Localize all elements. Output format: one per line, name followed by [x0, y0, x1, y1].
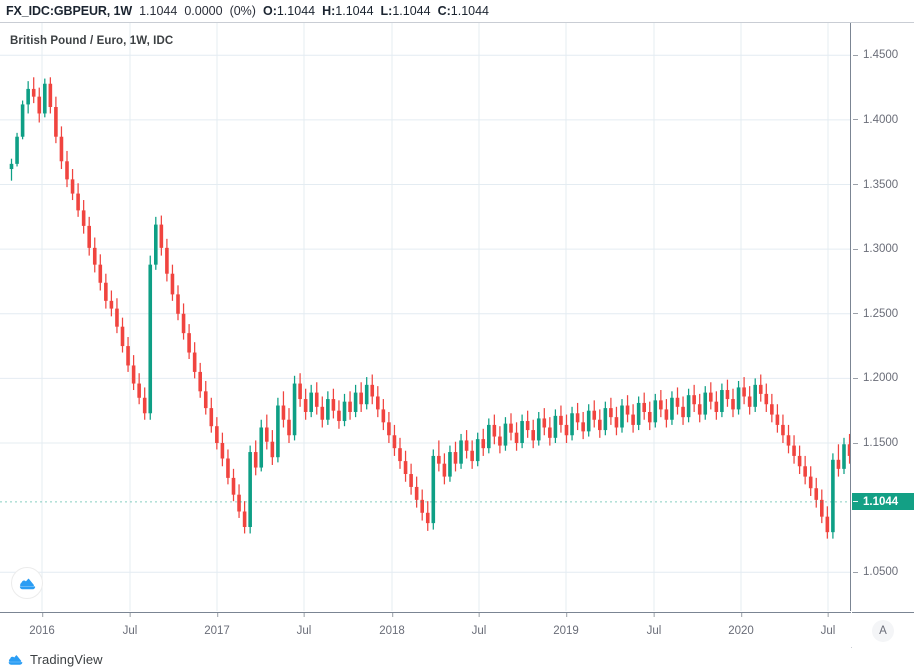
time-axis-tick-label: 2020 — [728, 625, 754, 637]
tick-mark-icon — [392, 613, 393, 617]
chart-frame: British Pound / Euro, 1W, IDC 1.4500 1.40… — [0, 22, 914, 648]
tradingview-logo-icon — [7, 651, 24, 668]
tick-mark-icon — [653, 613, 655, 617]
time-axis-tick-label: 2017 — [204, 625, 230, 637]
time-axis-tick: Jul — [296, 613, 312, 637]
candlestick-series — [9, 77, 850, 539]
close-label: C: — [437, 4, 451, 18]
tick-dash-icon — [853, 571, 858, 573]
price-change-percent: (0%) — [229, 4, 256, 18]
time-axis-tick-label: Jul — [296, 625, 312, 637]
time-axis-tick: Jul — [122, 613, 138, 637]
tick-dash-icon — [853, 377, 858, 379]
time-axis-tick: Jul — [471, 613, 487, 637]
tick-dash-icon — [853, 54, 858, 56]
current-price-badge-label: 1.1044 — [863, 495, 899, 508]
price-axis-tick-label: 1.1500 — [863, 437, 899, 449]
current-price-badge[interactable]: 1.1044 — [852, 493, 914, 511]
price-axis-tick: 1.3000 — [852, 241, 914, 257]
price-axis-tick: 1.1500 — [852, 435, 914, 451]
chart-gridlines — [0, 23, 850, 611]
time-axis-tick-label: Jul — [122, 625, 138, 637]
time-axis-tick: Jul — [820, 613, 836, 637]
axis-corner-cell: A — [852, 612, 914, 648]
tradingview-circle-logo-icon[interactable] — [11, 567, 43, 599]
price-axis-tick-label: 1.3000 — [863, 243, 899, 256]
price-axis-tick-label: 1.0500 — [863, 566, 899, 579]
tick-dash-icon — [853, 442, 858, 444]
time-axis-tick: 2019 — [553, 613, 579, 637]
tick-mark-icon — [42, 613, 43, 617]
time-axis[interactable]: 2016 Jul 2017 Jul 2018 Jul 2019 Jul 2020 Jul — [0, 612, 851, 648]
time-axis-tick: 2017 — [204, 613, 230, 637]
tick-dash-icon — [853, 184, 858, 186]
price-axis-tick: 1.3500 — [852, 177, 914, 193]
price-axis-tick-label: 1.4000 — [863, 113, 899, 126]
price-axis-tick: 1.2500 — [852, 306, 914, 322]
price-axis[interactable]: 1.4500 1.4000 1.3500 1.3000 1.2500 1.2000 1.15… — [852, 23, 914, 611]
price-axis-tick-label: 1.3500 — [863, 178, 899, 191]
time-axis-tick-label: 2019 — [553, 625, 579, 637]
time-axis-tick: Jul — [646, 613, 662, 637]
high-label: H: — [322, 4, 336, 18]
time-axis-tick-label: 2016 — [29, 625, 55, 637]
price-axis-tick: 1.0500 — [852, 564, 914, 580]
open-label: O: — [262, 4, 277, 18]
low-label: L: — [380, 4, 393, 18]
price-axis-tick-label: 1.4500 — [863, 49, 899, 62]
badge-dash-icon — [853, 501, 858, 503]
tick-mark-icon — [566, 613, 567, 617]
price-axis-tick-label: 1.2000 — [863, 372, 899, 385]
time-axis-tick: 2018 — [379, 613, 405, 637]
time-axis-tick-label: 2018 — [379, 625, 405, 637]
quote-header-bar: FX_IDC:GBPEUR, 1W 1.1044 0.0000 (0%) O: … — [0, 0, 914, 22]
chart-plot-area[interactable]: British Pound / Euro, 1W, IDC — [0, 23, 851, 611]
auto-scale-button[interactable]: A — [872, 619, 894, 642]
tick-dash-icon — [853, 119, 858, 121]
last-price-value: 1.1044 — [139, 4, 178, 18]
tick-mark-icon — [217, 613, 218, 617]
open-value: 1.1044 — [276, 4, 316, 18]
tick-dash-icon — [853, 248, 858, 250]
tick-mark-icon — [303, 613, 305, 617]
time-axis-tick-label: Jul — [646, 625, 662, 637]
close-value: 1.1044 — [450, 4, 490, 18]
tick-mark-icon — [741, 613, 742, 617]
time-axis-tick-label: Jul — [820, 625, 836, 637]
time-axis-tick-label: Jul — [471, 625, 487, 637]
chart-legend[interactable]: British Pound / Euro, 1W, IDC — [10, 35, 174, 47]
price-change-value: 0.0000 — [184, 4, 223, 18]
tick-dash-icon — [853, 313, 858, 315]
low-value: 1.1044 — [392, 4, 431, 18]
footer-bar: TradingView — [0, 649, 914, 670]
tick-mark-icon — [129, 613, 131, 617]
time-axis-tick: 2020 — [728, 613, 754, 637]
tick-mark-icon — [478, 613, 480, 617]
current-price-level-line — [0, 501, 850, 503]
price-axis-tick: 1.4500 — [852, 47, 914, 63]
price-axis-tick: 1.2000 — [852, 370, 914, 386]
high-value: 1.1044 — [335, 4, 374, 18]
price-axis-tick-label: 1.2500 — [863, 307, 899, 320]
tradingview-brand-label[interactable]: TradingView — [30, 652, 103, 667]
symbol-label[interactable]: FX_IDC:GBPEUR, 1W — [6, 4, 133, 18]
tick-mark-icon — [827, 613, 829, 617]
time-axis-tick: 2016 — [29, 613, 55, 637]
price-axis-tick: 1.4000 — [852, 112, 914, 128]
